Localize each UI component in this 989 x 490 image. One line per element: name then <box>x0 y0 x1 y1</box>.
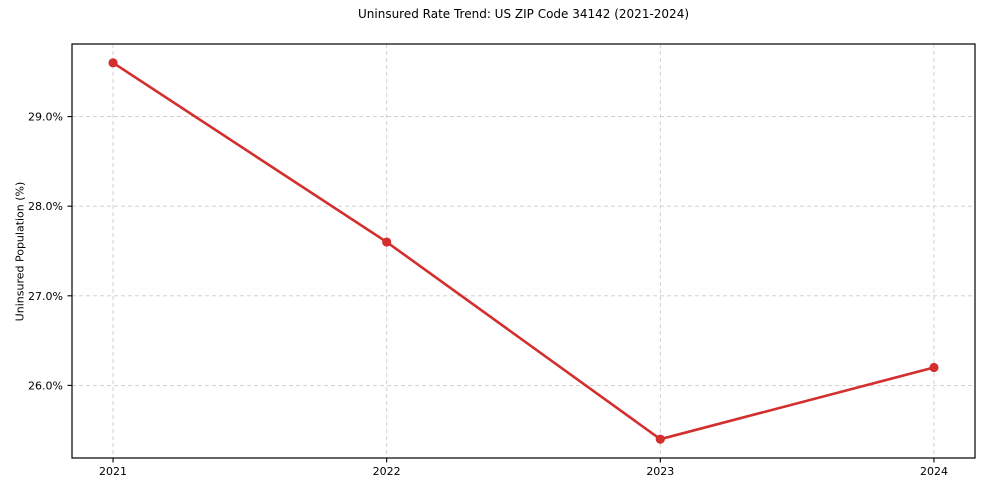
y-tick-label: 29.0% <box>28 111 63 124</box>
data-point-marker <box>655 434 665 444</box>
x-tick-label: 2024 <box>920 465 948 478</box>
x-tick-label: 2023 <box>646 465 674 478</box>
y-tick-label: 27.0% <box>28 290 63 303</box>
chart-title: Uninsured Rate Trend: US ZIP Code 34142 … <box>357 7 690 21</box>
data-point-marker <box>382 237 392 247</box>
x-tick-label: 2022 <box>373 465 401 478</box>
data-point-marker <box>929 362 939 373</box>
plot-border <box>71 43 976 459</box>
y-tick-label: 26.0% <box>28 379 63 392</box>
y-tick-label: 28.0% <box>28 200 63 213</box>
data-line <box>111 61 936 441</box>
data-point-marker <box>108 58 118 68</box>
x-tick-label: 2021 <box>99 465 127 478</box>
